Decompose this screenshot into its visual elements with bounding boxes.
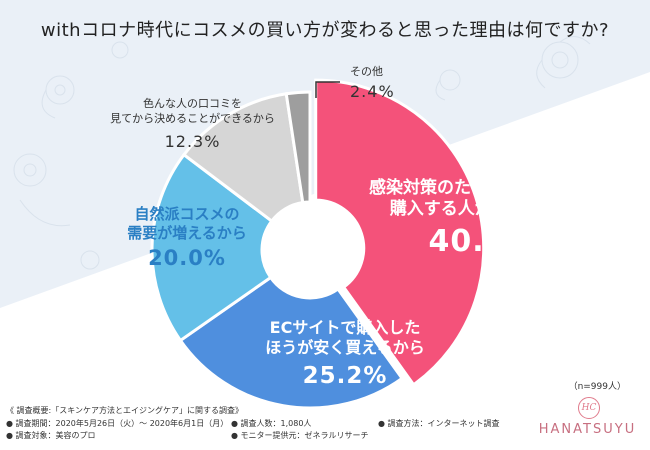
slice-value-label: 2.4% (350, 82, 395, 101)
survey-overview: 《 調査概要:「スキンケア方法とエイジングケア」に関する調査》 (6, 406, 243, 415)
floral-decoration (13, 36, 591, 270)
slice-label-reviews: 色んな人の口コミを 見てから決めることができるから 12.3% (90, 96, 295, 153)
slice-ec-infection (314, 78, 486, 387)
survey-target: ● 調査対象：美容のプロ (6, 431, 96, 440)
slice-label-text: ECサイトで購入した (269, 318, 421, 337)
slice-value-label: 12.3% (164, 132, 221, 151)
survey-notes: 《 調査概要:「スキンケア方法とエイジングケア」に関する調査》 ● 調査期間：2… (6, 405, 516, 443)
page-title: withコロナ時代にコスメの買い方が変わると思った理由は何ですか? (40, 20, 610, 41)
leader-line-other (315, 81, 340, 98)
slice-label-natural-cosmetics: 自然派コスメの 需要が増えるから 20.0% (102, 205, 272, 272)
slice-label-text: ほうが安く買えるから (265, 338, 425, 357)
slice-label-text: その他 (350, 65, 383, 78)
brand-logo-icon: HC (578, 397, 600, 419)
slice-label-text: 見てから決めることができるから (110, 112, 275, 125)
slice-label-text: 感染対策のため、ECサイトで (368, 178, 598, 198)
survey-method: ● 調査方法：インターネット調査 (378, 418, 500, 428)
survey-people: ● 調査人数：1,080人 (231, 418, 312, 428)
slice-label-ec-cheaper: ECサイトで購入した ほうが安く買えるから 25.2% (210, 318, 480, 391)
slice-value-label: 25.2% (302, 363, 388, 389)
donut-hole (263, 203, 357, 297)
brand-name: HANATSUYU (538, 422, 637, 437)
slice-value-label: 40.1% (428, 224, 538, 259)
sample-size: （n=999人） (568, 382, 626, 392)
slice-label-text: 自然派コスメの (134, 205, 240, 223)
slice-ec-cheaper (178, 275, 405, 410)
slice-label-text: 色んな人の口コミを (143, 97, 242, 110)
slice-other (284, 90, 312, 205)
slice-reviews (181, 92, 305, 224)
slice-label-ec-infection: 感染対策のため、ECサイトで 購入する人が増えるから 40.1% (338, 178, 628, 262)
slice-label-text: 需要が増えるから (127, 224, 247, 242)
slice-natural-cosmetics (150, 152, 274, 343)
survey-period: ● 調査期間：2020年5月26日（火）～ 2020年6月1日（月） (6, 418, 229, 428)
slice-value-label: 20.0% (148, 246, 226, 270)
slice-label-text: 購入する人が増えるから (389, 199, 577, 219)
survey-provider: ● モニター提供元：ゼネラルリサーチ (231, 431, 369, 440)
slice-label-other: その他 2.4% (350, 64, 430, 103)
